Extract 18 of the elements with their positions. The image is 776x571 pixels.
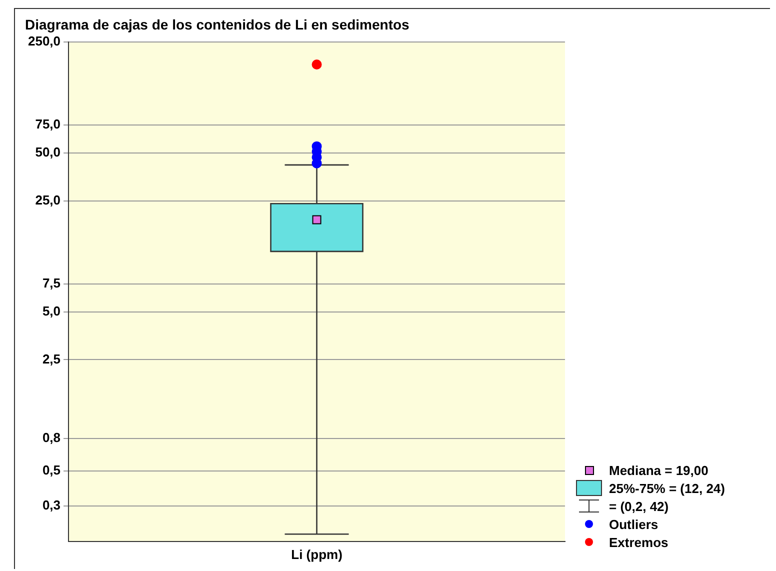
y-tick-label: 5,0 xyxy=(42,303,61,318)
text: = (0,2, 42) xyxy=(609,498,669,514)
y-tick-label: 0,5 xyxy=(42,462,61,478)
text: Mediana = 19,00 xyxy=(609,462,708,478)
y-tick-label: 75,0 xyxy=(35,116,61,132)
legend-label: 25%-75% = (12, 24) xyxy=(609,480,725,496)
point xyxy=(312,59,322,70)
chart-title: Diagrama de cajas de los contenidos de Li en sedimentos xyxy=(25,16,410,32)
y-tick-label: 250,0 xyxy=(28,33,61,48)
y-tick-label: 0,8 xyxy=(42,430,61,445)
y-tick-label: 50,0 xyxy=(35,144,61,160)
x-tick-label: Li (ppm) xyxy=(291,546,342,562)
y-tick-label: 7,5 xyxy=(42,275,61,290)
legend-label: Outliers xyxy=(609,516,658,532)
y-tick-label: 25,0 xyxy=(35,192,61,208)
y-tick-label: 0,3 xyxy=(42,498,61,513)
legend-label: Extremos xyxy=(609,534,668,550)
y-tick-label: 2,5 xyxy=(42,351,61,366)
